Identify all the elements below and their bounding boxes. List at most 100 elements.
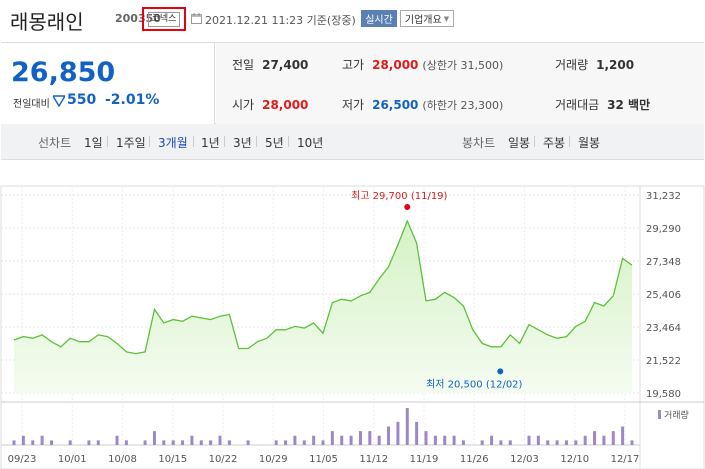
volume-bar <box>546 440 550 445</box>
trade-amount: 거래대금 32 백만 <box>555 96 650 113</box>
volume-bar <box>508 440 512 445</box>
volume-bar <box>274 440 278 445</box>
volume-bar <box>340 435 344 445</box>
x-tick-label: 10/01 <box>58 454 87 465</box>
x-tick-label: 11/26 <box>460 454 489 465</box>
volume-bar <box>499 440 503 445</box>
price-area-fill <box>14 221 632 393</box>
volume-bar <box>312 435 316 445</box>
current-price: 26,850 <box>11 57 116 88</box>
tab-1year[interactable]: 1년 <box>201 136 220 150</box>
volume-bar <box>433 435 437 445</box>
prev-close-value: 27,400 <box>262 58 309 72</box>
volume-bar <box>490 435 494 445</box>
volume-bar <box>583 435 587 445</box>
day-high: 고가 28,000 (상한가 31,500) <box>342 56 503 73</box>
company-overview-label: 기업개요 <box>404 15 442 26</box>
open-value: 28,000 <box>262 98 309 112</box>
volume-label: 거래량 <box>555 58 589 72</box>
line-chart-label: 선차트 <box>38 136 72 150</box>
volume-bar <box>87 440 91 445</box>
volume-bar <box>330 431 334 445</box>
volume-bar <box>358 431 362 445</box>
low-value: 26,500 <box>372 98 419 112</box>
price-panel: 26,850 전일대비 550 -2.01% 전일 27,400 고가 28,000… <box>1 42 704 124</box>
price-chart: 31,232 29,290 27,348 25,406 23,464 21,522 19,5… <box>0 185 705 469</box>
volume-bar <box>630 440 634 445</box>
quote-detail-grid: 전일 27,400 고가 28,000 (상한가 31,500) 거래량 1,200 시… <box>216 43 704 124</box>
prev-close-label: 전일 <box>232 58 255 72</box>
x-tick-label: 10/15 <box>158 454 187 465</box>
tab-5year[interactable]: 5년 <box>265 136 284 150</box>
volume-bar <box>564 440 568 445</box>
volume-bar <box>424 431 428 445</box>
x-tick-label: 10/08 <box>108 454 137 465</box>
volume-bar <box>452 435 456 445</box>
volume-bar <box>246 440 250 445</box>
tab-10year[interactable]: 10년 <box>297 136 324 150</box>
volume-bar <box>387 426 391 445</box>
volume-bar <box>611 431 615 445</box>
x-tick-label: 12/17 <box>611 454 640 465</box>
volume-bar <box>302 440 306 445</box>
volume-bar <box>152 431 156 445</box>
calendar-icon <box>191 13 202 24</box>
stock-code: 200350 <box>115 12 161 25</box>
day-low: 저가 26,500 (하한가 23,300) <box>342 96 503 113</box>
volume-bar <box>405 408 409 445</box>
realtime-button[interactable]: 실시간 <box>361 10 397 27</box>
chart-period-tabs: 선차트 1일 1주일 3개월 1년 3년 5년 10년 봉차트 일봉 주봉 월봉 <box>1 124 704 160</box>
volume-bar <box>115 435 119 445</box>
low-annotation: 최저 20,500 (12/02) <box>426 378 522 390</box>
volume-bar <box>461 440 465 445</box>
tab-1day[interactable]: 1일 <box>84 136 103 150</box>
volume-bar <box>527 435 531 445</box>
x-tick-label: 11/05 <box>309 454 338 465</box>
volume-bar <box>284 440 288 445</box>
volume-bar <box>68 440 72 445</box>
down-triangle-icon <box>53 95 65 107</box>
volume-bar <box>377 435 381 445</box>
volume-bar <box>96 440 100 445</box>
volume-value: 1,200 <box>596 58 635 72</box>
y-tick-label: 31,232 <box>646 191 681 202</box>
x-tick-label: 11/19 <box>410 454 439 465</box>
y-tick-label: 23,464 <box>646 323 681 334</box>
volume-bar <box>536 435 540 445</box>
volume-bar <box>31 440 35 445</box>
tab-1week[interactable]: 1주일 <box>116 136 146 150</box>
quote-datetime: 2021.12.21 11:23 기준(장중) <box>205 14 356 27</box>
company-overview-dropdown[interactable]: 기업개요 ▼ <box>400 10 454 27</box>
x-tick-label: 10/29 <box>259 454 288 465</box>
volume-bar <box>181 440 185 445</box>
volume-bar <box>555 440 559 445</box>
low-marker <box>497 368 504 375</box>
y-tick-label: 25,406 <box>646 290 681 301</box>
open-label: 시가 <box>232 98 255 112</box>
tab-3year[interactable]: 3년 <box>233 136 252 150</box>
volume-bar <box>602 435 606 445</box>
market-badge: 코넥스 <box>142 7 186 31</box>
volume-bar <box>443 435 447 445</box>
current-price-box: 26,850 전일대비 550 -2.01% <box>1 43 215 124</box>
volume-bar <box>171 440 175 445</box>
x-tick-label: 10/22 <box>209 454 238 465</box>
tab-3month[interactable]: 3개월 <box>158 136 188 150</box>
tab-daily-candle[interactable]: 일봉 <box>508 136 531 150</box>
amount-value: 32 백만 <box>607 98 651 112</box>
tab-monthly-candle[interactable]: 월봉 <box>578 136 601 150</box>
volume-bar <box>321 440 325 445</box>
volume-bar <box>227 440 231 445</box>
x-tick-label: 12/10 <box>560 454 589 465</box>
volume-bar <box>12 440 16 445</box>
price-line <box>13 219 633 355</box>
volume-bar <box>621 426 625 445</box>
y-tick-label: 27,348 <box>646 257 681 268</box>
high-label: 고가 <box>342 58 365 72</box>
volume-bar <box>218 435 222 445</box>
tab-weekly-candle[interactable]: 주봉 <box>543 136 566 150</box>
volume-bars <box>12 408 634 445</box>
volume-bar <box>415 421 419 445</box>
prev-close: 전일 27,400 <box>232 56 308 73</box>
volume-bar <box>593 431 597 445</box>
